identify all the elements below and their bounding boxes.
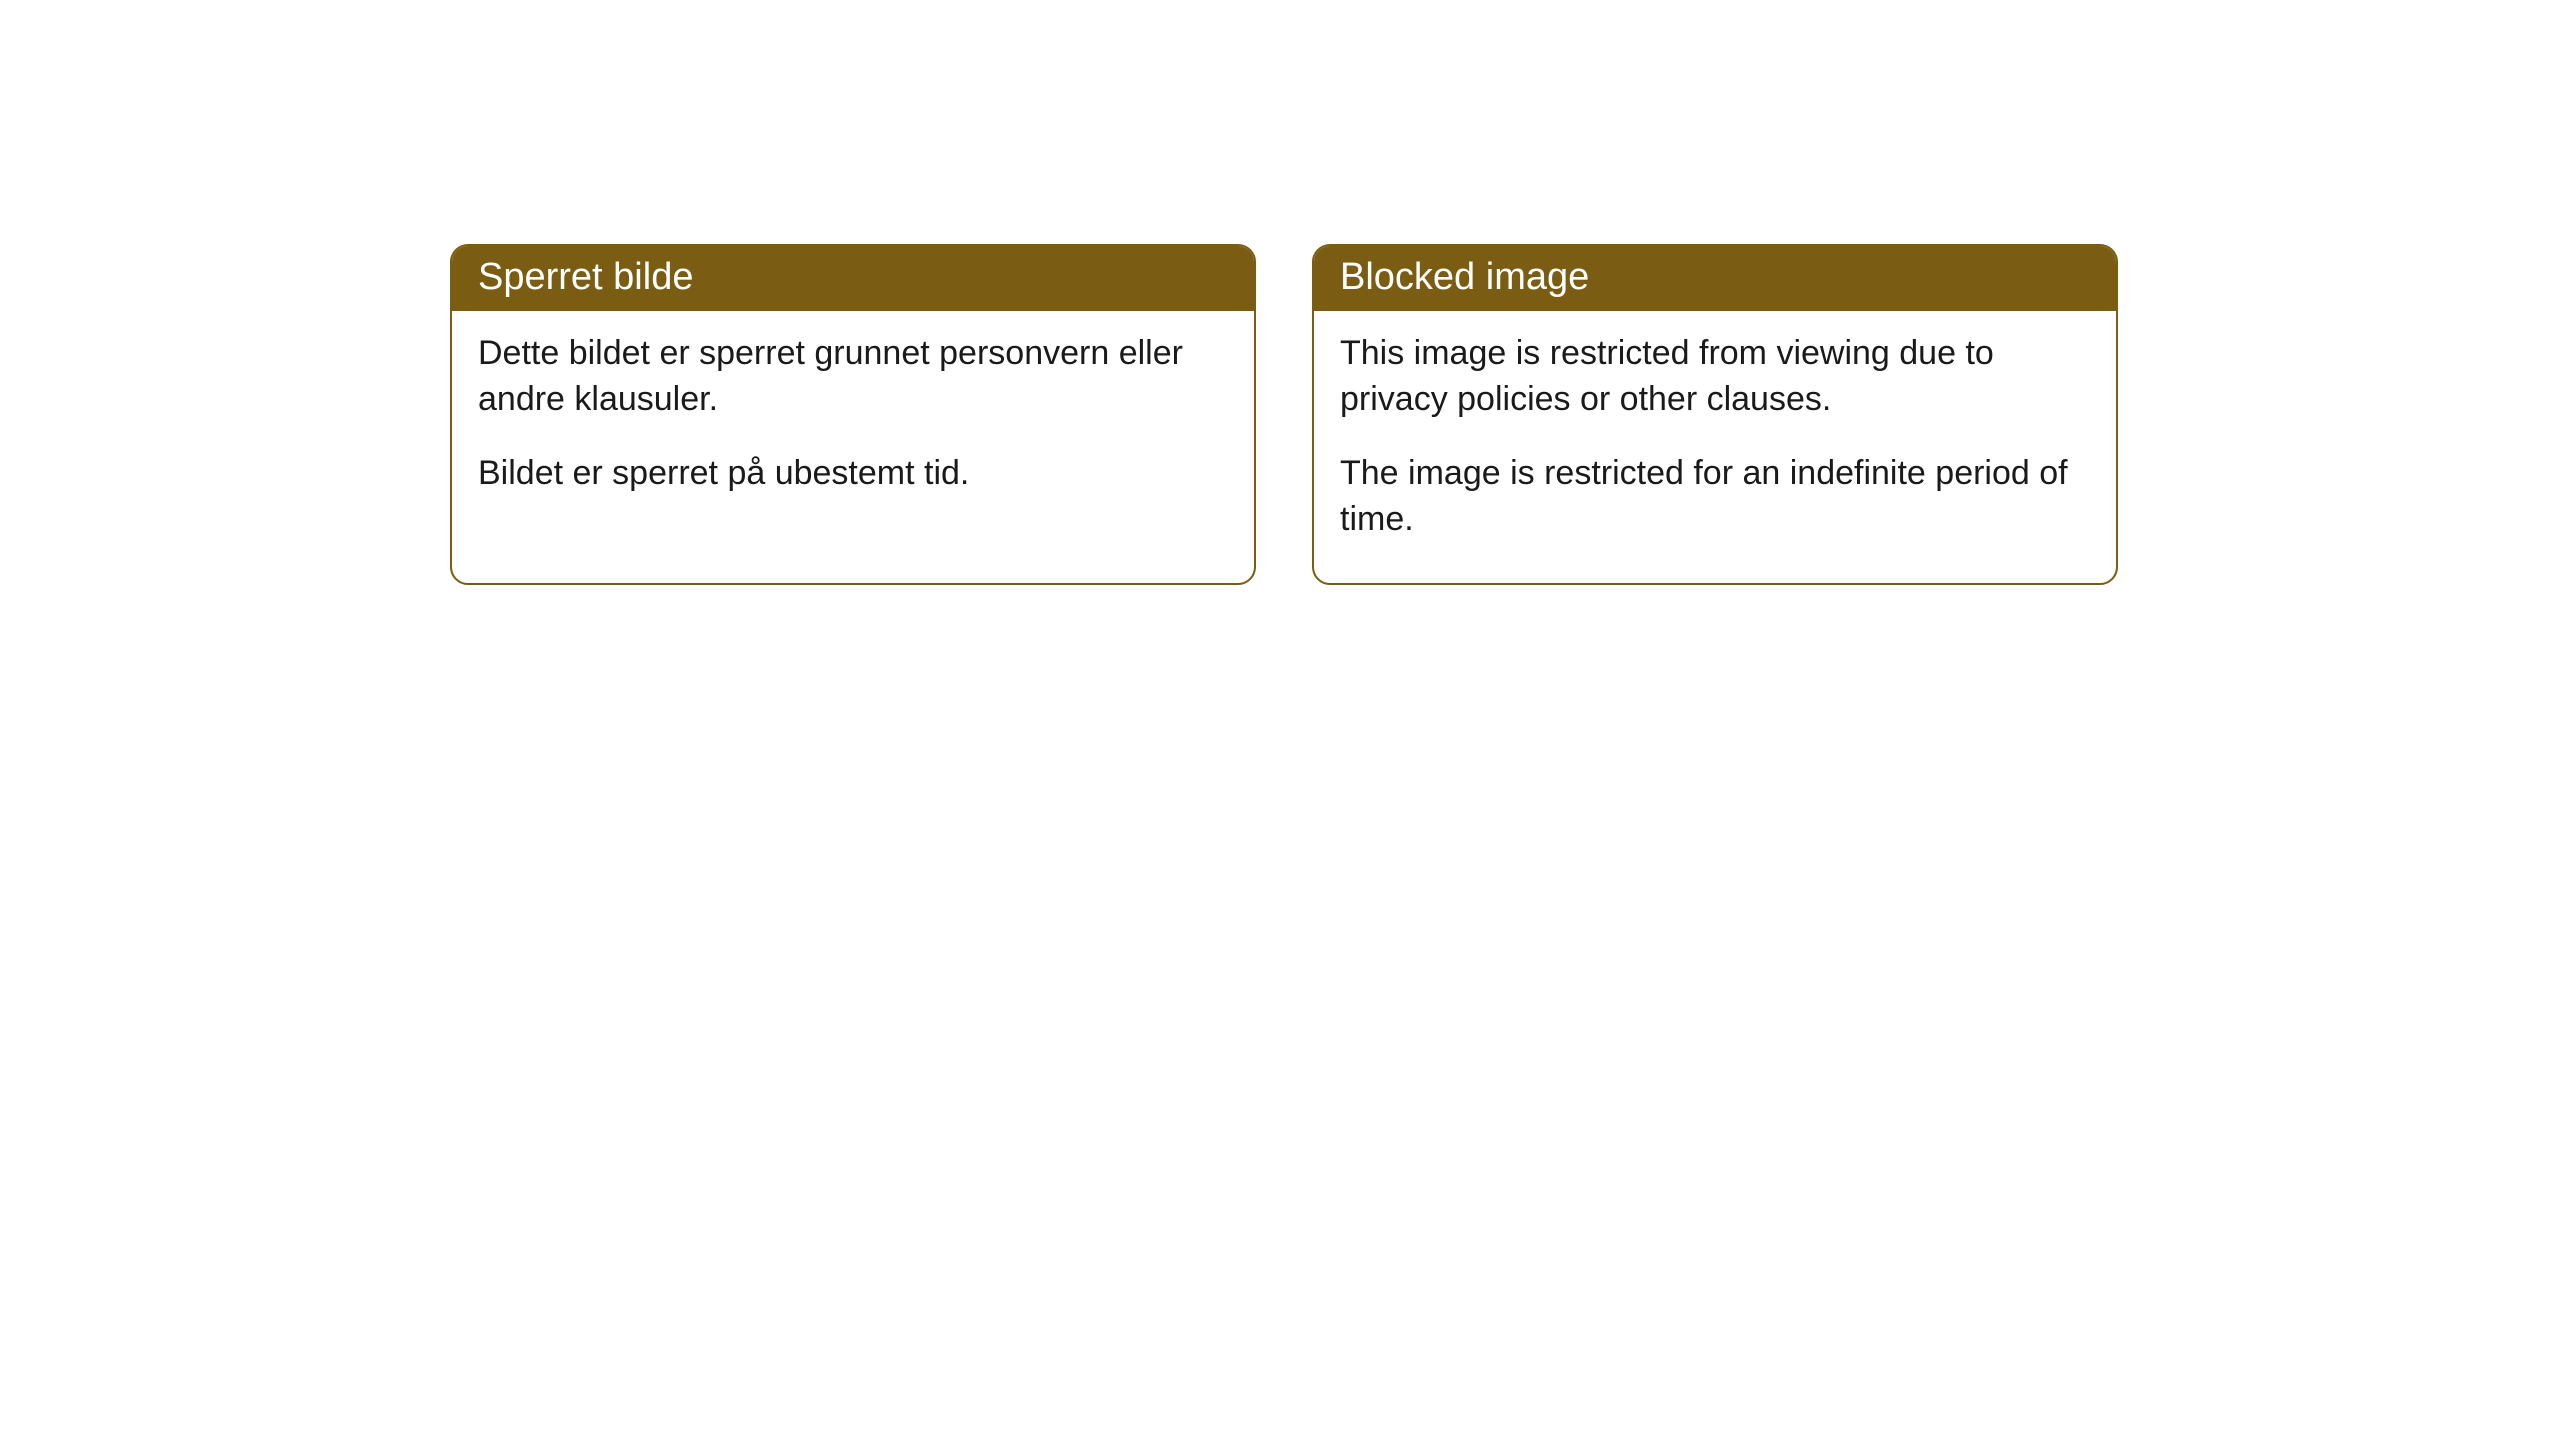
- card-paragraph: Bildet er sperret på ubestemt tid.: [478, 451, 1228, 497]
- blocked-image-card-english: Blocked image This image is restricted f…: [1312, 244, 2118, 585]
- card-paragraph: Dette bildet er sperret grunnet personve…: [478, 331, 1228, 423]
- card-paragraph: This image is restricted from viewing du…: [1340, 331, 2090, 423]
- blocked-image-card-norwegian: Sperret bilde Dette bildet er sperret gr…: [450, 244, 1256, 585]
- card-body: This image is restricted from viewing du…: [1314, 311, 2116, 583]
- card-paragraph: The image is restricted for an indefinit…: [1340, 451, 2090, 543]
- card-title: Sperret bilde: [478, 256, 693, 298]
- card-header: Blocked image: [1314, 246, 2116, 311]
- card-body: Dette bildet er sperret grunnet personve…: [452, 311, 1254, 537]
- card-header: Sperret bilde: [452, 246, 1254, 311]
- card-title: Blocked image: [1340, 256, 1589, 298]
- notice-cards-container: Sperret bilde Dette bildet er sperret gr…: [0, 0, 2560, 585]
